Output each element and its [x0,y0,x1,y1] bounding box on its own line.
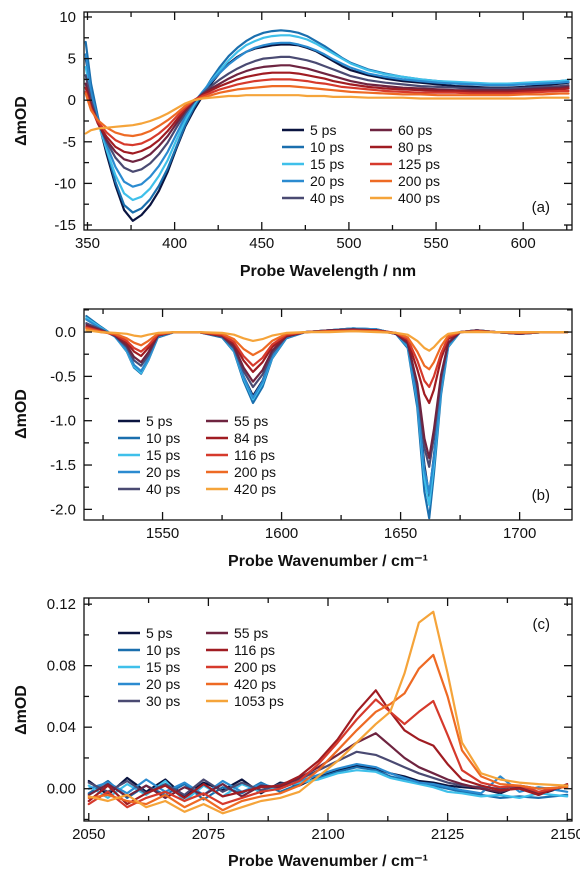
panel-c: 2050 2075 2100 2125 2150 0.00 0.04 0.08 0.12 5 p… [13,596,580,870]
panel-c-series-2 [87,766,569,801]
panel-b-legend-label-9: 200 ps [234,464,276,480]
panel-b-legend-label-10: 420 ps [234,481,276,497]
panel-b-ytick-label: -2.0 [50,501,76,518]
panel-a-label: (a) [532,199,550,216]
panel-c-ticks: 2050 2075 2100 2125 2150 0.00 0.04 0.08 0.12 [47,596,580,843]
panel-a-xtick-label: 600 [511,235,536,252]
panel-b-legend-label-2: 10 ps [146,430,180,446]
panel-a-series-1 [84,43,570,222]
panel-b-xtick-label: 1600 [265,525,298,542]
panel-a-series-9 [84,85,570,138]
panel-c-ytick-label: 0.00 [47,781,76,798]
panel-c-xtick-label: 2150 [551,826,580,843]
panel-a-series-10 [84,94,570,135]
panel-a-series-7 [84,71,570,155]
panel-c-legend-label-8: 200 ps [234,659,276,675]
panel-c-ytick-label: 0.04 [47,719,76,736]
panel-a-ylabel: ΔmOD [13,96,30,146]
panel-b-series-9 [85,327,569,371]
panel-c-legend-label-5: 30 ps [146,693,180,709]
panel-a-legend-label-5: 40 ps [310,190,344,206]
panel-a-xtick-label: 350 [75,235,100,252]
panel-b-legend-label-3: 15 ps [146,447,180,463]
panel-a-legend-label-7: 80 ps [398,139,432,155]
panel-c-xtick-label: 2100 [311,826,344,843]
panel-c-legend-label-2: 10 ps [146,642,180,658]
panel-c-series-10 [87,610,569,815]
panel-a-xtick-label: 400 [162,235,187,252]
panel-c-series-7 [87,689,569,806]
panel-b: 1550 1600 1650 1700 -2.0 -1.5 -1.0 -0.5 0.0 5 ps… [13,308,573,570]
panel-a-legend-label-9: 200 ps [398,173,440,189]
panel-a-legend-label-3: 15 ps [310,156,344,172]
panel-c-legend-label-7: 116 ps [234,642,275,658]
panel-b-xtick-label: 1700 [503,525,536,542]
panel-a-ytick-label: 10 [59,9,76,26]
panel-a-series-5 [84,55,570,173]
panel-c-legend-label-6: 55 ps [234,625,268,641]
panel-a-xtick-label: 450 [249,235,274,252]
panel-c-legend-label-10: 1053 ps [234,693,284,709]
panel-c-xtick-label: 2050 [72,826,105,843]
panel-a-series-8 [84,78,570,147]
panel-a-ytick-label: -10 [54,175,76,192]
panel-a-series-3 [84,34,570,202]
panel-b-legend-label-6: 55 ps [234,413,268,429]
panel-a-xlabel: Probe Wavelength / nm [240,263,416,280]
panel-a-legend-label-6: 60 ps [398,122,432,138]
panel-c-legend-label-3: 15 ps [146,659,180,675]
panel-c-xlabel: Probe Wavenumber / cm⁻¹ [228,853,428,870]
panel-c-series [87,610,569,815]
panel-b-ylabel: ΔmOD [13,389,30,439]
panel-b-ytick-label: -1.5 [50,457,76,474]
panel-c-series-9 [87,653,569,812]
panel-c-ytick-label: 0.08 [47,658,76,675]
panel-c-legend-label-1: 5 ps [146,625,172,641]
panel-a-ytick-label: 0 [68,92,76,109]
panel-a-legend-label-1: 5 ps [310,122,336,138]
panel-b-ticks: 1550 1600 1650 1700 -2.0 -1.5 -1.0 -0.5 0.0 [50,309,572,542]
panel-b-legend-label-1: 5 ps [146,413,172,429]
panel-b-legend-label-4: 20 ps [146,464,180,480]
panel-b-ytick-label: -0.5 [50,368,76,385]
panel-a-ytick-label: 5 [68,51,76,68]
panel-a-ytick-label: -15 [54,217,76,234]
panel-b-xtick-label: 1550 [146,525,179,542]
panel-b-label: (b) [532,487,550,504]
panel-c-xtick-label: 2125 [431,826,464,843]
panel-b-series-10 [85,329,569,352]
panel-c-series-8 [87,698,569,809]
panel-b-series [85,315,569,520]
panel-a-xtick-label: 500 [336,235,361,252]
panel-c-ylabel: ΔmOD [13,685,30,735]
panel-a-series [84,29,570,222]
panel-a-ticks: 350 400 450 500 550 600 -15 -10 -5 0 5 10 [54,9,572,252]
panel-c-legend-label-4: 20 ps [146,676,180,692]
panel-b-frame [83,308,573,521]
panel-b-legend-label-8: 116 ps [234,447,275,463]
panel-a-series-4 [84,41,570,188]
panel-c-legend-label-9: 420 ps [234,676,276,692]
panel-c-label: (c) [533,616,551,633]
panel-b-xlabel: Probe Wavenumber / cm⁻¹ [228,553,428,570]
panel-b-ytick-label: -1.0 [50,413,76,430]
panel-a-legend-label-8: 125 ps [398,156,440,172]
panel-a-xtick-label: 550 [424,235,449,252]
panel-b-ytick-label: 0.0 [55,324,76,341]
panel-a-legend-label-10: 400 ps [398,190,440,206]
panel-b-xtick-label: 1650 [384,525,417,542]
panel-a-ytick-label: -5 [63,134,76,151]
panel-b-legend-label-7: 84 ps [234,430,268,446]
panel-a-legend-label-4: 20 ps [310,173,344,189]
panel-b-legend-label-5: 40 ps [146,481,180,497]
panel-a-legend-label-2: 10 ps [310,139,344,155]
panel-c-ytick-label: 0.12 [47,596,76,613]
panel-c-xtick-label: 2075 [192,826,225,843]
